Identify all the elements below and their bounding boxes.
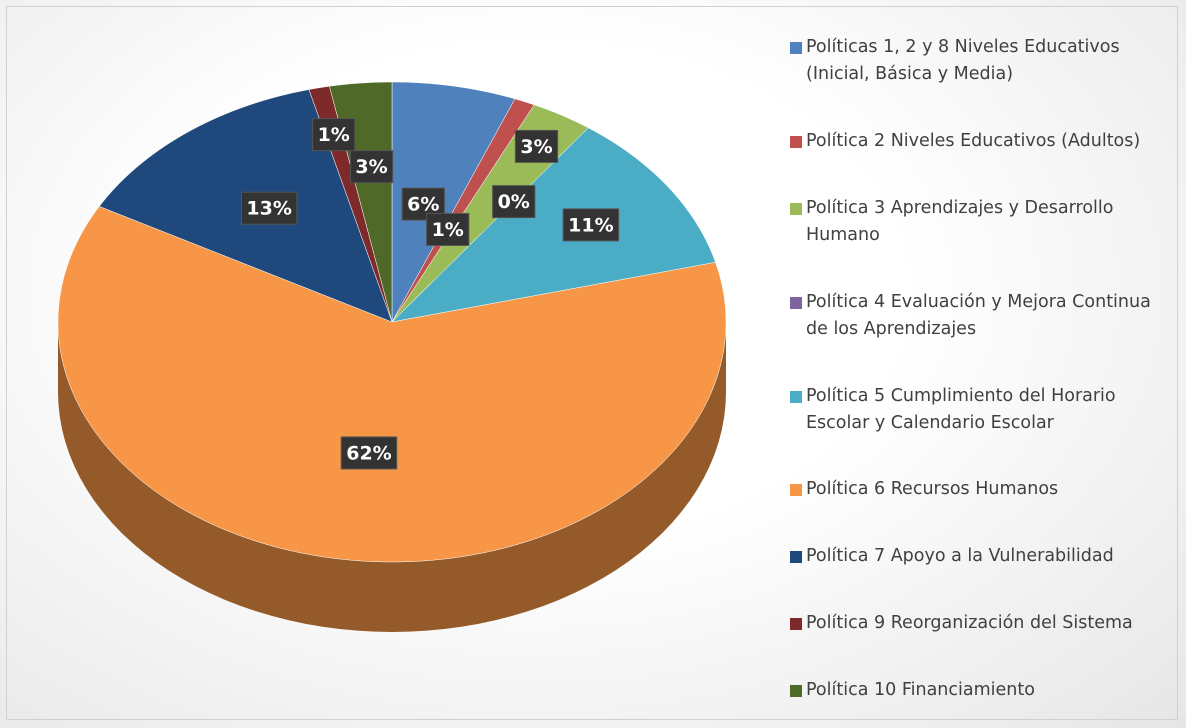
data-label: 3% (514, 129, 559, 163)
data-label: 6% (401, 187, 445, 221)
data-label-box (562, 208, 620, 242)
legend-label: Política 3 Aprendizajes y Desarrollo Hum… (806, 197, 1114, 245)
legend-label: Política 4 Evaluación y Mejora Continua … (806, 291, 1151, 339)
legend-swatch (790, 42, 802, 54)
data-label-text: 3% (520, 136, 552, 158)
legend-swatch (790, 685, 802, 697)
data-label: 11% (562, 208, 620, 242)
legend-item: Política 2 Niveles Educativos (Adultos) (790, 128, 1175, 155)
data-label-box (514, 129, 559, 163)
pie-slice (391, 127, 716, 323)
data-label-text: 1% (432, 219, 464, 241)
legend-item: Política 4 Evaluación y Mejora Continua … (790, 289, 1175, 343)
data-label: 3% (349, 150, 394, 184)
legend-label: Política 9 Reorganización del Sistema (806, 613, 1133, 634)
legend-swatch (790, 135, 802, 148)
legend-label: Política 2 Niveles Educativos (Adultos) (806, 130, 1141, 151)
legend-swatch (790, 296, 802, 309)
legend-item: Política 6 Recursos Humanos (790, 476, 1175, 503)
data-label-box (426, 212, 470, 246)
data-label-box (312, 118, 356, 152)
data-label-text: 3% (355, 156, 387, 178)
legend-item: Política 5 Cumplimiento del Horario Esco… (790, 383, 1175, 437)
data-label-text: 0% (498, 191, 530, 213)
legend-swatch (790, 551, 802, 564)
data-labels: 6%1%3%0%11%62%13%1%3% (240, 118, 620, 470)
legend-item: Políticas 1, 2 y 8 Niveles Educativos (I… (790, 34, 1175, 88)
data-label-text: 13% (246, 198, 291, 220)
legend-swatch (790, 202, 802, 215)
legend-label: Política 6 Recursos Humanos (806, 479, 1059, 500)
data-label-text: 62% (346, 442, 391, 464)
data-label-box (492, 185, 536, 219)
data-label-box (240, 191, 298, 225)
pie-slice (391, 81, 516, 323)
data-label: 1% (426, 212, 470, 246)
legend-swatch (790, 618, 802, 631)
pie-side (58, 322, 726, 632)
data-label-box (340, 436, 398, 470)
data-label-text: 6% (407, 194, 439, 216)
data-label: 1% (312, 118, 356, 152)
data-label: 13% (240, 191, 298, 225)
legend-swatch (790, 484, 802, 497)
data-label-text: 11% (568, 214, 613, 236)
legend-item: Política 10 Financiamiento (790, 677, 1175, 704)
legend-item: Política 9 Reorganización del Sistema (790, 610, 1175, 637)
chart-frame (6, 6, 1178, 720)
legend: Políticas 1, 2 y 8 Niveles Educativos (I… (790, 34, 1175, 704)
legend-item: Política 7 Apoyo a la Vulnerabilidad (790, 543, 1175, 570)
legend-label: Política 7 Apoyo a la Vulnerabilidad (806, 546, 1114, 567)
data-label: 0% (492, 185, 536, 219)
data-label: 62% (340, 436, 398, 470)
legend-item: Política 3 Aprendizajes y Desarrollo Hum… (790, 195, 1175, 249)
legend-swatch (790, 390, 802, 403)
legend-label: Políticas 1, 2 y 8 Niveles Educativos (I… (806, 37, 1120, 84)
legend-label: Política 10 Financiamiento (806, 680, 1035, 700)
data-label-text: 1% (318, 124, 350, 146)
pie-slice (57, 206, 727, 563)
legend-label: Política 5 Cumplimiento del Horario Esco… (806, 385, 1116, 433)
data-label-box (349, 150, 394, 184)
